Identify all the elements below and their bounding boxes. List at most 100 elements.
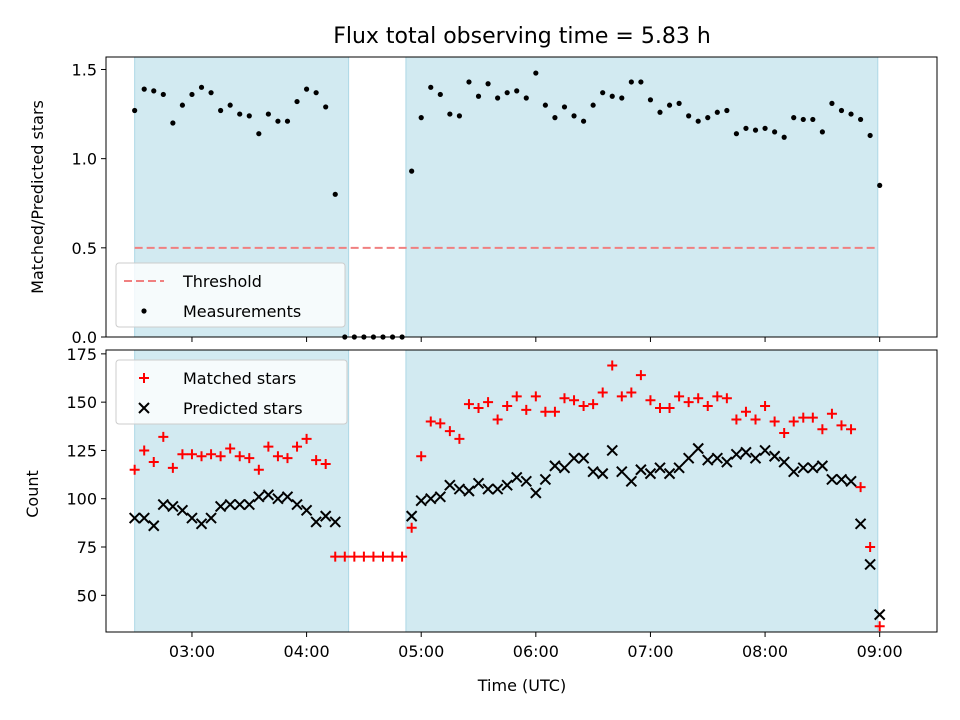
- data-point-predicted-stars-55: [721, 456, 733, 468]
- data-point-measurements-65: [752, 127, 759, 133]
- data-point-matched-stars-7: [196, 451, 207, 462]
- data-point-measurements-44: [552, 115, 558, 121]
- x-tick-label: 07:00: [627, 642, 673, 661]
- data-point-predicted-stars-6: [186, 512, 198, 524]
- data-point-measurements-50: [609, 93, 615, 99]
- data-point-measurements-0: [132, 107, 138, 114]
- data-point-predicted-stars-46: [635, 464, 647, 476]
- data-point-measurements-60: [705, 115, 711, 121]
- data-point-measurements-53: [638, 79, 644, 85]
- legend-marker: [139, 373, 149, 383]
- data-point-matched-stars-23: [349, 551, 360, 562]
- data-point-matched-stars-68: [779, 428, 790, 439]
- data-point-predicted-stars-45: [625, 475, 638, 488]
- data-point-matched-stars-1: [139, 445, 150, 456]
- data-point-matched-stars-38: [492, 414, 503, 425]
- data-point-measurements-2: [151, 88, 157, 94]
- x-tick-label: 06:00: [513, 642, 559, 661]
- data-point-predicted-stars-59: [759, 444, 771, 457]
- legend-box: [115, 359, 348, 425]
- y-tick-label: 150: [66, 393, 97, 412]
- data-point-predicted-stars-49: [663, 467, 676, 480]
- data-point-predicted-stars-53: [702, 454, 714, 466]
- data-point-measurements-72: [819, 129, 825, 135]
- data-point-matched-stars-71: [807, 412, 818, 423]
- data-point-matched-stars-43: [540, 406, 551, 417]
- legend-marker: [141, 308, 147, 314]
- data-point-matched-stars-67: [769, 416, 780, 427]
- data-point-predicted-stars-47: [644, 467, 657, 480]
- data-point-matched-stars-14: [263, 441, 274, 452]
- x-tick-label: 08:00: [742, 642, 788, 661]
- data-point-measurements-52: [628, 79, 634, 85]
- data-point-matched-stars-26: [378, 551, 388, 562]
- data-point-matched-stars-66: [760, 401, 771, 412]
- data-point-matched-stars-39: [502, 401, 513, 412]
- data-point-predicted-stars-25: [434, 491, 447, 503]
- data-point-measurements-35: [466, 79, 472, 85]
- data-point-matched-stars-59: [693, 393, 704, 404]
- data-point-measurements-77: [867, 132, 873, 139]
- data-point-measurements-37: [485, 81, 491, 87]
- data-point-matched-stars-11: [234, 451, 245, 462]
- data-point-measurements-7: [198, 84, 205, 90]
- data-point-measurements-58: [686, 113, 692, 119]
- data-point-matched-stars-60: [702, 401, 713, 412]
- data-point-predicted-stars-35: [530, 487, 542, 499]
- data-point-matched-stars-19: [311, 455, 322, 466]
- data-point-matched-stars-48: [588, 399, 599, 410]
- data-point-matched-stars-50: [607, 360, 618, 371]
- y-tick-label: 125: [66, 441, 97, 460]
- bottom-y-axis-label: Count: [23, 470, 42, 518]
- data-point-matched-stars-74: [836, 420, 847, 431]
- data-point-predicted-stars-18: [300, 504, 313, 517]
- y-tick-label: 100: [66, 490, 97, 509]
- data-point-predicted-stars-61: [778, 456, 790, 468]
- data-point-measurements-17: [294, 98, 300, 105]
- data-point-matched-stars-55: [655, 402, 665, 413]
- shaded-interval-1: [405, 56, 879, 338]
- data-point-measurements-66: [762, 125, 768, 131]
- data-point-predicted-stars-38: [558, 462, 571, 474]
- data-point-matched-stars-15: [272, 451, 283, 462]
- data-point-predicted-stars-1: [138, 512, 150, 524]
- data-point-measurements-62: [724, 107, 730, 114]
- data-point-measurements-39: [504, 90, 510, 96]
- data-point-predicted-stars-40: [577, 452, 590, 464]
- data-point-measurements-3: [160, 91, 166, 98]
- data-point-predicted-stars-9: [214, 500, 227, 513]
- data-point-predicted-stars-43: [606, 444, 618, 457]
- data-point-matched-stars-27: [387, 551, 398, 562]
- data-point-matched-stars-78: [874, 621, 885, 632]
- data-point-predicted-stars-21: [329, 516, 341, 528]
- data-point-predicted-stars-37: [549, 460, 561, 472]
- data-point-predicted-stars-69: [854, 518, 867, 530]
- data-point-matched-stars-13: [253, 464, 264, 475]
- data-point-measurements-56: [666, 102, 673, 108]
- data-point-predicted-stars-5: [176, 504, 189, 517]
- data-point-predicted-stars-42: [596, 467, 609, 480]
- data-point-predicted-stars-52: [692, 442, 704, 455]
- x-tick-label: 04:00: [284, 642, 330, 661]
- y-tick-label: 1.5: [72, 60, 97, 79]
- data-point-predicted-stars-4: [167, 500, 179, 513]
- data-point-measurements-41: [523, 95, 529, 101]
- data-point-matched-stars-65: [750, 414, 761, 425]
- data-point-measurements-48: [590, 102, 596, 108]
- x-tick-label: 09:00: [857, 642, 903, 661]
- data-point-matched-stars-33: [444, 426, 455, 437]
- data-point-predicted-stars-70: [864, 558, 876, 571]
- data-point-predicted-stars-27: [453, 483, 466, 495]
- data-point-matched-stars-30: [416, 451, 427, 462]
- data-point-predicted-stars-64: [807, 462, 819, 474]
- y-tick-label: 0.0: [72, 328, 97, 347]
- legend-label: Threshold: [182, 272, 262, 291]
- data-point-predicted-stars-56: [730, 448, 743, 461]
- data-point-predicted-stars-13: [253, 491, 265, 503]
- top-y-axis-label: Matched/Predicted stars: [28, 100, 47, 294]
- data-point-predicted-stars-71: [873, 608, 886, 621]
- data-point-matched-stars-25: [368, 551, 379, 562]
- data-point-matched-stars-62: [721, 393, 732, 404]
- data-point-measurements-42: [533, 70, 539, 76]
